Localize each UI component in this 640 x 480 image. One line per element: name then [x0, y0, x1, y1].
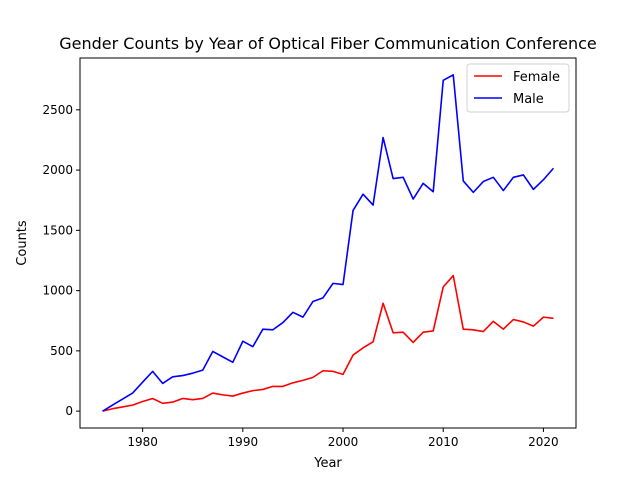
chart-title: Gender Counts by Year of Optical Fiber C…: [59, 34, 597, 53]
y-tick-label: 2500: [42, 103, 73, 117]
x-tick-label: 2020: [528, 435, 559, 449]
plot-area-frame: [79, 57, 577, 429]
legend-label-male: Male: [513, 92, 544, 107]
ticks: 1980 1990 2000 2010 2020 0 500 1000 1500 2000 2500: [42, 103, 558, 449]
legend: Female Male: [466, 63, 570, 113]
x-axis-label: Year: [313, 456, 342, 471]
x-tick-label: 2000: [328, 435, 359, 449]
series-line-female: [102, 274, 554, 412]
series-lines: [102, 74, 555, 412]
x-tick-label: 1990: [228, 435, 259, 449]
x-tick-label: 1980: [127, 435, 158, 449]
y-tick-label: 2000: [42, 163, 73, 177]
series-line-male: [102, 74, 555, 412]
y-tick-label: 1500: [42, 223, 73, 237]
y-tick-label: 1000: [42, 284, 73, 298]
y-tick-label: 500: [50, 344, 73, 358]
y-axis-label: Counts: [15, 220, 30, 266]
legend-label-female: Female: [513, 70, 560, 85]
y-tick-label: 0: [65, 404, 73, 418]
x-tick-label: 2010: [428, 435, 459, 449]
